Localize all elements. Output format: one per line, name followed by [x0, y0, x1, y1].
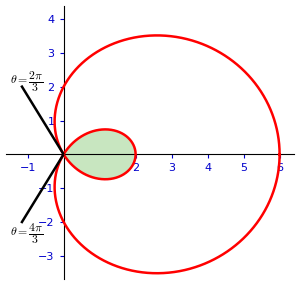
Text: $\theta = \dfrac{2\pi}{3}$: $\theta = \dfrac{2\pi}{3}$ [10, 69, 43, 94]
Text: $\theta = \dfrac{4\pi}{3}$: $\theta = \dfrac{4\pi}{3}$ [10, 221, 43, 246]
Polygon shape [64, 129, 136, 179]
